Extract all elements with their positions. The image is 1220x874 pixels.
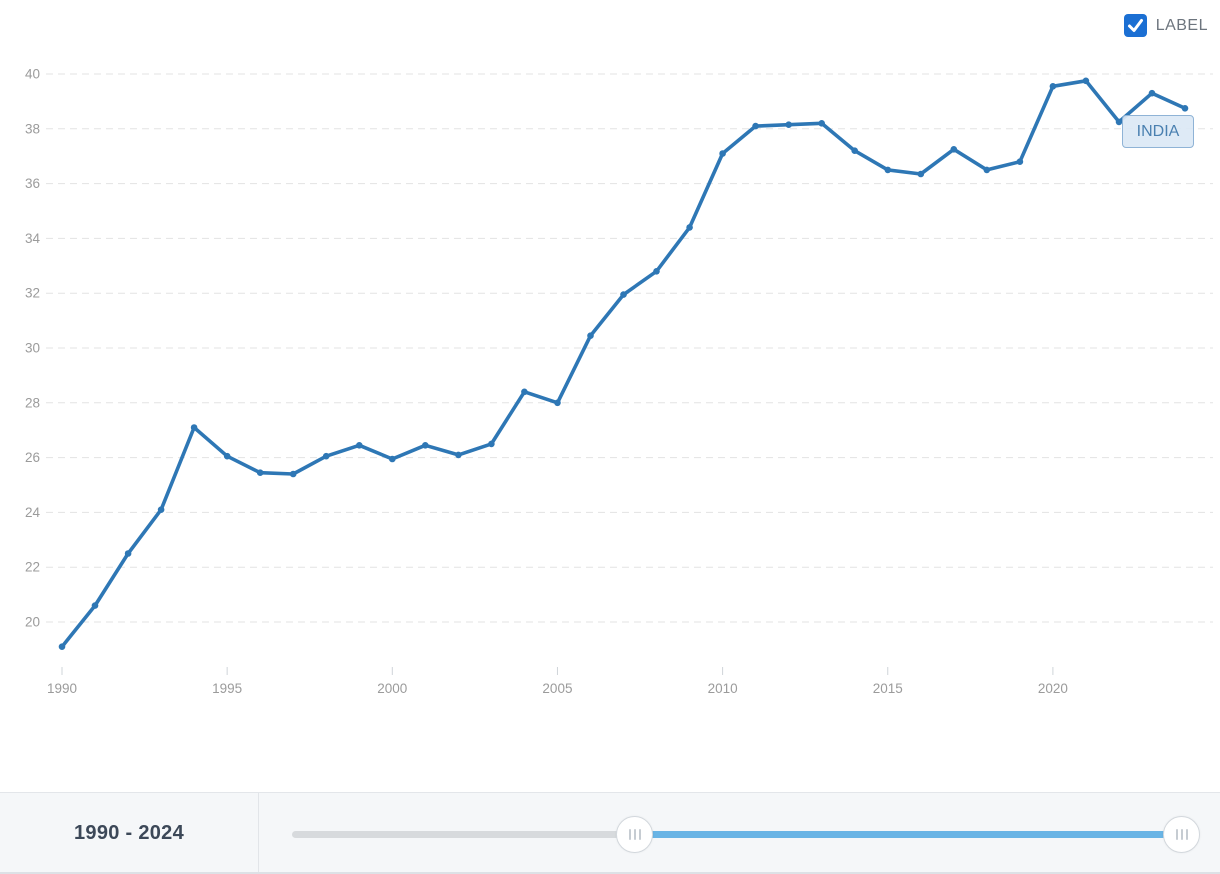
label-checkbox[interactable] [1123, 14, 1147, 37]
chart-line [60, 79, 1187, 649]
chart-point [124, 550, 132, 557]
chart-point [422, 442, 429, 449]
label-checkbox-text: LABEL [1155, 16, 1208, 34]
grip-icon [1185, 829, 1188, 840]
slider-handle-left[interactable] [616, 816, 653, 853]
x-axis-tick-label: 2020 [1038, 681, 1068, 696]
checkmark-icon [1127, 19, 1143, 32]
x-axis-tick-label: 1995 [212, 681, 242, 696]
chart-point [917, 170, 925, 178]
range-label-panel: 1990 - 2024 [0, 793, 259, 874]
range-label: 1990 - 2024 [73, 822, 185, 844]
y-axis-tick-label: 30 [25, 341, 40, 356]
slider-handle-right[interactable] [1163, 816, 1200, 853]
chart-point [1082, 77, 1090, 85]
grip-icon [628, 829, 631, 840]
chart-point [653, 268, 660, 275]
grip-icon [1180, 829, 1183, 840]
chart-point [157, 506, 165, 513]
x-axis-tick-label: 1990 [47, 681, 77, 696]
chart-point [356, 442, 363, 449]
y-axis-tick-label: 26 [25, 450, 40, 465]
chart-point [785, 121, 792, 128]
chart-point [91, 602, 99, 609]
chart-point [686, 224, 693, 231]
y-axis-tick-label: 20 [25, 615, 40, 630]
chart-point [950, 146, 958, 153]
chart-point [1181, 105, 1189, 112]
chart-point [223, 452, 231, 460]
x-axis-tick-label: 2005 [542, 681, 572, 696]
chart-point [289, 470, 297, 478]
line-chart-area: 20 22 24 26 28 30 32 34 36 38 40 1990 1995 2000 2005 20… [25, 67, 1213, 696]
y-axis-tick-label: 36 [25, 176, 40, 191]
y-axis-tick-label: 32 [25, 286, 40, 301]
grip-icon [633, 829, 636, 840]
chart-point [587, 332, 594, 340]
chart-point [719, 150, 726, 157]
y-axis-tick-label: 34 [25, 231, 41, 246]
india-series-label-text: INDIA [1136, 122, 1180, 140]
chart-point [488, 440, 495, 448]
chart-point [620, 291, 627, 298]
chart-point [1016, 158, 1024, 165]
y-axis-tick-label: 40 [25, 67, 40, 82]
line-chart-canvas: 20 22 24 26 28 30 32 34 36 38 40 1990 1995 2000 2005 20… [25, 67, 1213, 696]
slider-track-selected[interactable] [634, 831, 1182, 838]
chart-point [818, 120, 825, 127]
chart-point [554, 399, 561, 407]
slider-track-unselected[interactable] [292, 831, 640, 838]
chart-point [1049, 83, 1057, 90]
label-toggle[interactable]: LABEL [1123, 14, 1208, 37]
year-range-slider [259, 793, 1220, 874]
range-bar: 1990 - 2024 [0, 792, 1220, 874]
y-axis-tick-label: 24 [25, 505, 41, 520]
grip-icon [638, 829, 641, 840]
chart-point [851, 147, 858, 154]
chart-point [521, 388, 528, 396]
chart-point [1148, 89, 1156, 97]
chart-point [752, 122, 759, 130]
chart-point [322, 452, 330, 460]
chart-point [1115, 118, 1123, 126]
chart-point [58, 643, 66, 650]
x-axis-tick-label: 2015 [873, 681, 903, 696]
x-axis-tick-label: 2010 [708, 681, 738, 696]
y-axis-tick-label: 22 [25, 560, 40, 575]
grip-icon [1175, 829, 1178, 840]
y-axis-tick-label: 38 [25, 121, 40, 136]
chart-point [389, 455, 396, 463]
chart-point [455, 451, 462, 459]
chart-point [256, 469, 264, 477]
x-axis-tick-label: 2000 [377, 681, 407, 696]
chart-point [884, 166, 892, 174]
y-axis-tick-label: 28 [25, 395, 40, 410]
india-series-label[interactable]: INDIA [1122, 115, 1194, 148]
chart-point [190, 424, 198, 431]
chart-point [983, 166, 991, 174]
